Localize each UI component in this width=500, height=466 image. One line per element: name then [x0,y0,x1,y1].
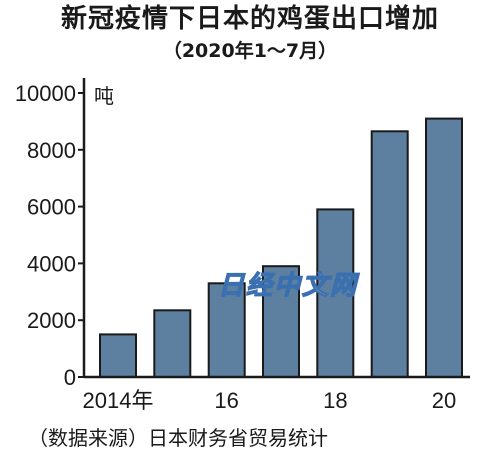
bar-2017 [262,265,300,379]
bar-2014年 [99,333,137,378]
bar-2019 [370,130,409,378]
watermark-logo: 日经中文网 [218,271,360,301]
x-tick-label-18: 18 [323,388,347,413]
data-source-note: （数据来源）日本财务省贸易统计 [28,426,328,450]
bar-20 [425,117,463,378]
y-tick-label-4000: 4000 [27,251,76,276]
x-tick-label-16: 16 [214,388,238,413]
y-axis-unit-label: 吨 [94,84,114,108]
chart-subtitle: （2020年1～7月） [162,40,338,62]
axis-layer: 0 2000 4000 6000 8000 10000 2014年 16 18 20 [15,78,470,413]
bar-16 [207,282,246,378]
x-tick-label-20: 20 [432,388,456,413]
bar-2015 [153,309,192,378]
chart-title: 新冠疫情下日本的鸡蛋出口增加 [60,4,439,34]
bars-layer [99,117,463,379]
x-tick-label-2014年: 2014年 [83,388,154,413]
y-tick-label-10000: 10000 [15,81,76,106]
y-tick-label-2000: 2000 [27,308,76,333]
y-tick-label-0: 0 [64,365,76,390]
y-tick-label-6000: 6000 [27,195,76,220]
y-tick-label-8000: 8000 [27,138,76,163]
